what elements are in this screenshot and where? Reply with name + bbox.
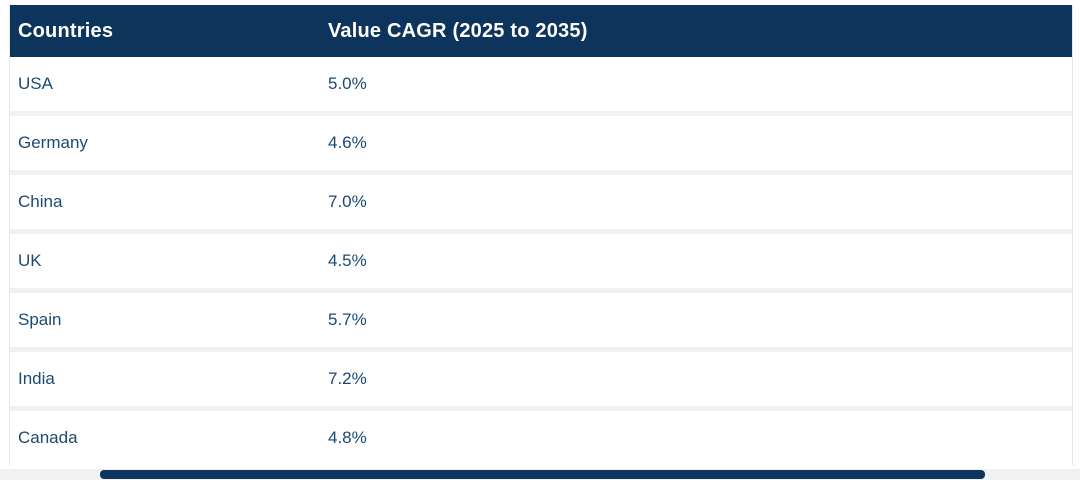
table-row: Canada 4.8% (10, 411, 1072, 465)
value-cell: 4.5% (328, 251, 367, 270)
country-cell: USA (18, 74, 53, 93)
table-header-row: Countries Value CAGR (2025 to 2035) (10, 5, 1072, 57)
country-cell: China (18, 192, 63, 211)
table-row: Spain 5.7% (10, 293, 1072, 352)
country-cell: India (18, 369, 55, 388)
value-cell: 4.6% (328, 133, 367, 152)
table-row: USA 5.0% (10, 57, 1072, 116)
column-header-value-cagr: Value CAGR (2025 to 2035) (328, 19, 588, 42)
table-row: India 7.2% (10, 352, 1072, 411)
country-cell: UK (18, 251, 42, 270)
horizontal-scrollbar-track[interactable] (0, 469, 1080, 480)
value-cell: 4.8% (328, 428, 367, 447)
table-row: China 7.0% (10, 175, 1072, 234)
cagr-table: Countries Value CAGR (2025 to 2035) USA … (9, 5, 1073, 465)
country-cell: Canada (18, 428, 78, 447)
value-cell: 7.0% (328, 192, 367, 211)
value-cell: 7.2% (328, 369, 367, 388)
table-row: Germany 4.6% (10, 116, 1072, 175)
horizontal-scrollbar-thumb[interactable] (100, 470, 985, 479)
country-cell: Spain (18, 310, 62, 329)
table-row: UK 4.5% (10, 234, 1072, 293)
column-header-countries: Countries (18, 19, 114, 42)
table-body: USA 5.0% Germany 4.6% China 7.0% UK 4.5%… (10, 57, 1072, 465)
value-cell: 5.0% (328, 74, 367, 93)
country-cell: Germany (18, 133, 88, 152)
value-cell: 5.7% (328, 310, 367, 329)
